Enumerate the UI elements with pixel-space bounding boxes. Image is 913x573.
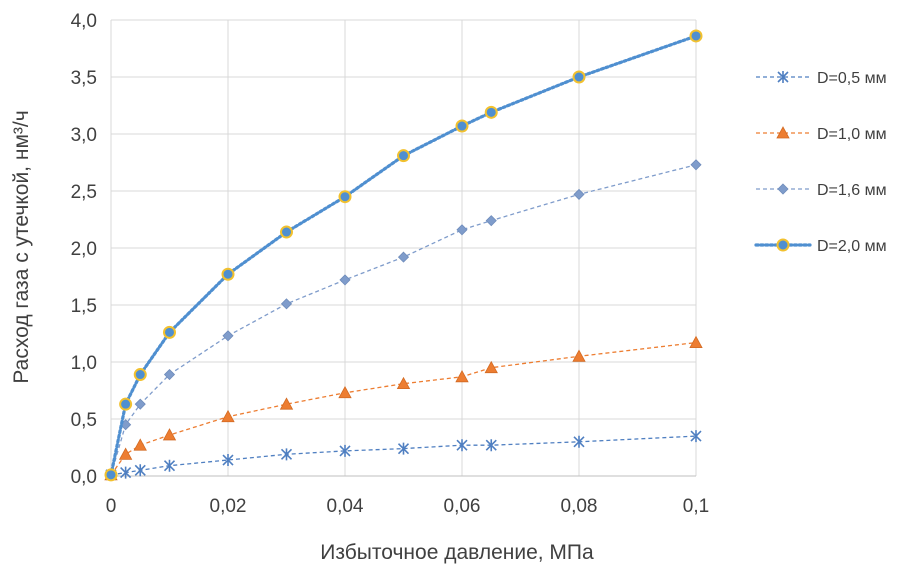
x-tick-label: 0 bbox=[106, 496, 117, 517]
x-tick-label: 0,06 bbox=[444, 496, 481, 517]
data-point bbox=[777, 71, 789, 83]
data-point bbox=[485, 439, 497, 452]
series-2 bbox=[104, 335, 703, 481]
x-tick-labels: 0 0,02 0,04 0,06 0,08 0,1 bbox=[106, 496, 710, 517]
y-tick-label: 1,5 bbox=[71, 296, 97, 317]
data-point bbox=[338, 190, 352, 204]
data-point bbox=[485, 215, 497, 227]
y-tick-label: 1,0 bbox=[71, 353, 97, 374]
data-point bbox=[573, 188, 585, 200]
data-point bbox=[397, 442, 410, 455]
data-point bbox=[776, 238, 790, 252]
data-point bbox=[396, 376, 411, 390]
y-tick-label: 4,0 bbox=[71, 11, 97, 32]
data-point bbox=[689, 29, 703, 43]
data-point bbox=[690, 430, 702, 443]
data-point bbox=[222, 454, 234, 467]
data-point bbox=[339, 274, 351, 286]
data-point bbox=[120, 466, 132, 479]
legend-label: D=1,0 мм bbox=[817, 126, 887, 143]
x-tick-label: 0,1 bbox=[683, 496, 709, 517]
y-tick-label: 0,0 bbox=[71, 467, 97, 488]
legend-item: D=1,0 мм bbox=[756, 126, 887, 143]
data-point bbox=[776, 126, 790, 139]
y-tick-label: 3,5 bbox=[71, 68, 97, 89]
data-point bbox=[397, 251, 410, 263]
y-tick-label: 3,0 bbox=[71, 125, 97, 146]
data-point bbox=[280, 298, 293, 310]
data-point bbox=[221, 409, 235, 423]
data-point bbox=[572, 70, 586, 84]
y-tick-label: 0,5 bbox=[71, 410, 97, 431]
legend-label: D=1,6 мм bbox=[817, 182, 887, 199]
data-point bbox=[339, 444, 351, 457]
series-group bbox=[104, 29, 703, 482]
data-point bbox=[222, 330, 234, 342]
data-point bbox=[163, 368, 176, 381]
legend: D=0,5 мм D=1,0 мм D=1,6 мм D=2,0 мм bbox=[754, 70, 887, 255]
data-point bbox=[456, 439, 468, 452]
data-point bbox=[573, 435, 585, 448]
series-4 bbox=[104, 29, 703, 482]
legend-label: D=0,5 мм bbox=[817, 70, 887, 87]
data-point bbox=[163, 459, 176, 472]
data-point bbox=[133, 368, 147, 382]
grid-lines bbox=[110, 19, 697, 477]
series-line bbox=[110, 164, 697, 476]
data-point bbox=[456, 224, 468, 236]
data-point bbox=[163, 325, 176, 339]
y-tick-labels: 0,0 0,5 1,0 1,5 2,0 2,5 3,0 3,5 4,0 bbox=[71, 11, 97, 488]
y-tick-label: 2,0 bbox=[71, 239, 97, 260]
x-axis-label: Избыточное давление, МПа bbox=[320, 541, 594, 564]
data-point bbox=[280, 448, 293, 461]
y-axis-label: Расход газа с утечкой, нм³/ч bbox=[10, 110, 33, 383]
x-tick-label: 0,04 bbox=[327, 496, 364, 517]
data-point bbox=[134, 464, 146, 477]
data-point bbox=[279, 397, 294, 410]
data-point bbox=[221, 267, 235, 281]
data-point bbox=[690, 159, 702, 171]
data-point bbox=[777, 183, 789, 195]
data-point bbox=[280, 225, 293, 239]
x-tick-label: 0,02 bbox=[210, 496, 247, 517]
data-point bbox=[397, 149, 410, 163]
data-point bbox=[338, 385, 352, 399]
legend-item: D=1,6 мм bbox=[756, 182, 887, 199]
data-point bbox=[455, 369, 469, 383]
series-line bbox=[110, 435, 697, 476]
legend-item: D=0,5 мм bbox=[756, 70, 887, 87]
data-point bbox=[572, 349, 586, 362]
data-point bbox=[133, 438, 147, 451]
x-tick-label: 0,08 bbox=[561, 496, 598, 517]
series-1 bbox=[105, 430, 702, 481]
y-tick-label: 2,5 bbox=[71, 182, 97, 203]
data-point bbox=[104, 468, 118, 482]
data-point bbox=[134, 398, 146, 410]
series-line bbox=[110, 341, 697, 476]
data-point bbox=[119, 397, 133, 411]
data-point bbox=[162, 428, 177, 441]
data-point bbox=[484, 105, 498, 119]
legend-label: D=2,0 мм bbox=[817, 238, 887, 255]
series-3 bbox=[105, 159, 702, 481]
data-point bbox=[689, 335, 703, 349]
data-point bbox=[118, 447, 133, 460]
data-point bbox=[455, 119, 469, 133]
data-point bbox=[484, 360, 498, 374]
legend-item: D=2,0 мм bbox=[754, 238, 887, 255]
